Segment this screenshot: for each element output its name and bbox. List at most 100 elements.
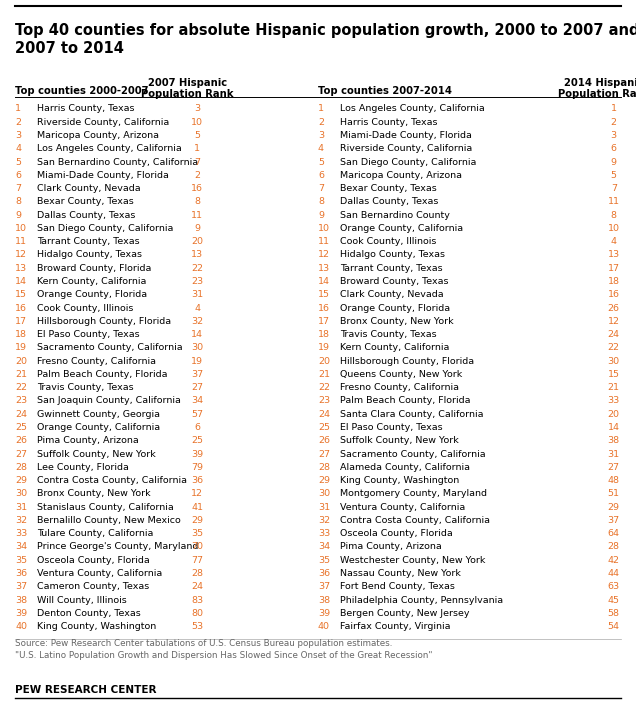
Text: 9: 9 xyxy=(611,157,617,167)
Text: 20: 20 xyxy=(15,357,27,366)
Text: 38: 38 xyxy=(318,596,330,604)
Text: Santa Clara County, California: Santa Clara County, California xyxy=(340,409,483,419)
Text: 31: 31 xyxy=(607,450,620,459)
Text: 40: 40 xyxy=(318,622,330,631)
Text: 30: 30 xyxy=(191,343,204,352)
Text: 35: 35 xyxy=(15,556,27,565)
Text: Ventura County, California: Ventura County, California xyxy=(340,503,465,512)
Text: 30: 30 xyxy=(15,489,27,498)
Text: 30: 30 xyxy=(318,489,330,498)
Text: 14: 14 xyxy=(191,330,203,339)
Text: 38: 38 xyxy=(607,436,620,445)
Text: 9: 9 xyxy=(318,210,324,220)
Text: 9: 9 xyxy=(194,224,200,233)
Text: Pima County, Arizona: Pima County, Arizona xyxy=(340,542,441,551)
Text: 39: 39 xyxy=(15,609,27,618)
Text: 2007 Hispanic
Population Rank: 2007 Hispanic Population Rank xyxy=(141,78,234,100)
Text: 12: 12 xyxy=(191,489,203,498)
Text: 32: 32 xyxy=(191,317,204,326)
Text: San Diego County, California: San Diego County, California xyxy=(37,224,173,233)
Text: 4: 4 xyxy=(194,304,200,313)
Text: 25: 25 xyxy=(318,423,330,432)
Text: 13: 13 xyxy=(15,264,27,273)
Text: 24: 24 xyxy=(15,409,27,419)
Text: 58: 58 xyxy=(608,609,619,618)
Text: 5: 5 xyxy=(611,171,617,180)
Text: 24: 24 xyxy=(608,330,619,339)
Text: 7: 7 xyxy=(15,184,21,193)
Text: 77: 77 xyxy=(191,556,203,565)
Text: Montgomery County, Maryland: Montgomery County, Maryland xyxy=(340,489,487,498)
Text: 7: 7 xyxy=(194,157,200,167)
Text: Tarrant County, Texas: Tarrant County, Texas xyxy=(340,264,442,273)
Text: Harris County, Texas: Harris County, Texas xyxy=(340,118,437,127)
Text: 1: 1 xyxy=(318,104,324,114)
Text: 8: 8 xyxy=(318,198,324,206)
Text: Hillsborough County, Florida: Hillsborough County, Florida xyxy=(340,357,474,366)
Text: 8: 8 xyxy=(15,198,21,206)
Text: 14: 14 xyxy=(608,423,619,432)
Text: 22: 22 xyxy=(608,343,619,352)
Text: 36: 36 xyxy=(318,569,330,578)
Text: 23: 23 xyxy=(15,397,27,405)
Text: 29: 29 xyxy=(318,476,330,485)
Text: 20: 20 xyxy=(191,237,203,246)
Text: 39: 39 xyxy=(191,450,204,459)
Text: 28: 28 xyxy=(15,463,27,472)
Text: 31: 31 xyxy=(191,290,204,299)
Text: 33: 33 xyxy=(318,530,330,538)
Text: Top counties 2007-2014: Top counties 2007-2014 xyxy=(318,86,452,96)
Text: 1: 1 xyxy=(194,144,200,153)
Text: 21: 21 xyxy=(15,370,27,379)
Text: Broward County, Florida: Broward County, Florida xyxy=(37,264,151,273)
Text: 2: 2 xyxy=(318,118,324,127)
Text: 5: 5 xyxy=(194,131,200,140)
Text: Tarrant County, Texas: Tarrant County, Texas xyxy=(37,237,139,246)
Text: 57: 57 xyxy=(191,409,203,419)
Text: 28: 28 xyxy=(608,542,619,551)
Text: 6: 6 xyxy=(15,171,21,180)
Text: 37: 37 xyxy=(15,582,27,592)
Text: 13: 13 xyxy=(607,251,620,260)
Text: 16: 16 xyxy=(608,290,619,299)
Text: 27: 27 xyxy=(608,463,619,472)
Text: Broward County, Texas: Broward County, Texas xyxy=(340,277,448,286)
Text: Riverside County, California: Riverside County, California xyxy=(340,144,472,153)
Text: 2: 2 xyxy=(15,118,21,127)
Text: 37: 37 xyxy=(607,516,620,525)
Text: 4: 4 xyxy=(15,144,21,153)
Text: Bexar County, Texas: Bexar County, Texas xyxy=(37,198,134,206)
Text: 32: 32 xyxy=(15,516,27,525)
Text: Sacramento County, California: Sacramento County, California xyxy=(37,343,183,352)
Text: 24: 24 xyxy=(191,582,203,592)
Text: 7: 7 xyxy=(318,184,324,193)
Text: Sacramento County, California: Sacramento County, California xyxy=(340,450,485,459)
Text: Kern County, California: Kern County, California xyxy=(37,277,146,286)
Text: Hidalgo County, Texas: Hidalgo County, Texas xyxy=(340,251,445,260)
Text: Fresno County, California: Fresno County, California xyxy=(340,383,459,393)
Text: 26: 26 xyxy=(608,304,619,313)
Text: 10: 10 xyxy=(15,224,27,233)
Text: 16: 16 xyxy=(318,304,330,313)
Text: 16: 16 xyxy=(15,304,27,313)
Text: Bexar County, Texas: Bexar County, Texas xyxy=(340,184,436,193)
Text: 2014 Hispanic
Population Rank: 2014 Hispanic Population Rank xyxy=(558,78,636,100)
Text: Cook County, Illinois: Cook County, Illinois xyxy=(37,304,134,313)
Text: 35: 35 xyxy=(191,530,204,538)
Text: 14: 14 xyxy=(15,277,27,286)
Text: 37: 37 xyxy=(318,582,330,592)
Text: Contra Costa County, California: Contra Costa County, California xyxy=(340,516,490,525)
Text: Hillsborough County, Florida: Hillsborough County, Florida xyxy=(37,317,171,326)
Text: 18: 18 xyxy=(318,330,330,339)
Text: 3: 3 xyxy=(194,104,200,114)
Text: 26: 26 xyxy=(318,436,330,445)
Text: San Diego County, California: San Diego County, California xyxy=(340,157,476,167)
Text: Bronx County, New York: Bronx County, New York xyxy=(340,317,453,326)
Text: 6: 6 xyxy=(611,144,617,153)
Text: 25: 25 xyxy=(191,436,203,445)
Text: 42: 42 xyxy=(608,556,619,565)
Text: 2: 2 xyxy=(194,171,200,180)
Text: Contra Costa County, California: Contra Costa County, California xyxy=(37,476,187,485)
Text: Osceola County, Florida: Osceola County, Florida xyxy=(340,530,452,538)
Text: 45: 45 xyxy=(608,596,619,604)
